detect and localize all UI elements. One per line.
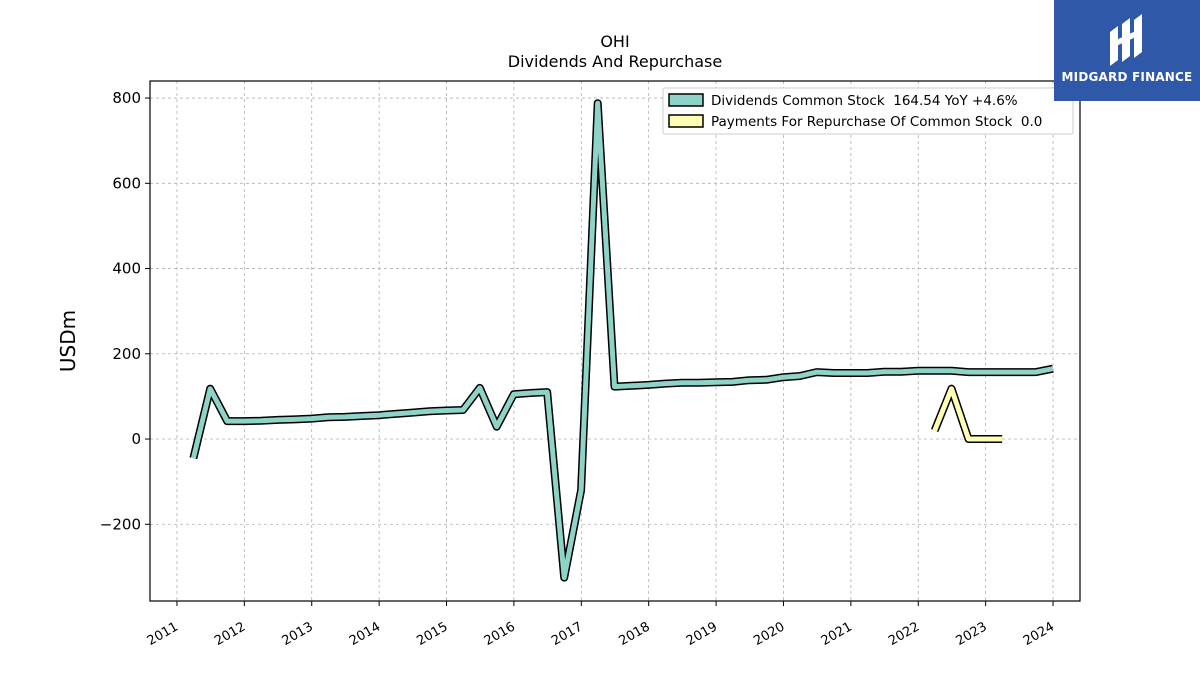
legend: Dividends Common Stock 164.54 YoY +4.6% …	[662, 87, 1074, 135]
x-tick-label: 2013	[280, 619, 316, 649]
legend-swatch-repurchase	[668, 114, 704, 128]
logo-text: MIDGARD FINANCE	[1061, 70, 1193, 84]
y-tick-label: 400	[112, 260, 141, 278]
series-layer	[189, 99, 1054, 582]
data-point	[395, 413, 397, 415]
data-point	[1018, 371, 1020, 373]
data-point	[546, 391, 548, 393]
x-tick-label: 2022	[886, 619, 922, 649]
data-point	[934, 430, 936, 431]
data-point	[209, 388, 211, 390]
data-point	[411, 412, 413, 414]
data-point	[344, 416, 346, 418]
data-point	[580, 489, 582, 491]
logo-mark-icon	[1110, 14, 1142, 66]
plot-frame	[149, 80, 1081, 602]
data-point	[765, 379, 767, 381]
x-tick-label: 2016	[482, 619, 518, 649]
x-tick-label: 2020	[751, 619, 787, 649]
data-point	[378, 414, 380, 416]
series-outline-0	[189, 99, 1054, 582]
y-tick-label: 0	[131, 430, 141, 448]
y-tick-label: 800	[112, 89, 141, 107]
y-tick-label: 200	[112, 345, 141, 363]
data-point	[799, 375, 801, 377]
data-point	[883, 371, 885, 373]
data-point	[917, 370, 919, 372]
data-point	[968, 371, 969, 373]
data-point	[530, 392, 531, 394]
data-point	[361, 415, 363, 417]
data-point	[513, 393, 515, 395]
y-axis-label: USDm	[56, 310, 80, 372]
data-point	[681, 382, 683, 384]
data-point	[648, 384, 649, 386]
data-point	[664, 383, 666, 385]
data-point	[748, 379, 750, 381]
data-point	[715, 381, 717, 383]
x-tick-label: 2012	[212, 619, 248, 649]
legend-swatch-dividends	[668, 93, 704, 107]
grid	[150, 81, 1080, 601]
x-tick-label: 2014	[347, 619, 383, 649]
data-point	[243, 420, 245, 422]
data-point	[985, 371, 986, 373]
x-tick-label: 2024	[1021, 619, 1057, 649]
data-point	[445, 410, 447, 411]
data-point	[462, 409, 464, 411]
data-point	[260, 420, 262, 422]
x-tick-label: 2011	[145, 619, 181, 649]
data-point	[294, 418, 296, 420]
chart-subtitle: Dividends And Repurchase	[508, 52, 722, 71]
data-point	[192, 457, 194, 459]
data-point	[1001, 438, 1003, 440]
x-tick-label: 2019	[684, 619, 720, 649]
data-point	[277, 419, 279, 421]
y-axis: −200 0 200 400 600 800	[100, 89, 150, 533]
data-point	[597, 102, 599, 104]
data-point	[732, 381, 733, 383]
x-tick-label: 2023	[953, 619, 989, 649]
data-point	[479, 387, 481, 389]
x-axis: 2011 2012 2013 2014 2015 2016 2017 2018 2019 2020…	[145, 601, 1057, 649]
data-point	[496, 426, 498, 428]
data-point	[816, 371, 818, 373]
data-point	[1001, 371, 1003, 373]
data-point	[226, 420, 228, 422]
data-point	[327, 416, 329, 418]
data-point	[850, 372, 852, 374]
x-tick-label: 2018	[617, 619, 653, 649]
y-tick-label: −200	[100, 515, 141, 533]
chart-title: OHI	[600, 32, 629, 51]
legend-label-repurchase: Payments For Repurchase Of Common Stock …	[711, 114, 1042, 130]
data-point	[934, 370, 936, 372]
x-tick-label: 2017	[549, 619, 585, 649]
data-point	[951, 370, 952, 372]
legend-box	[662, 87, 1074, 135]
midgard-finance-logo: MIDGARD FINANCE	[1054, 0, 1200, 101]
data-point	[968, 438, 969, 440]
data-point	[698, 382, 700, 384]
data-point	[951, 388, 952, 390]
data-point	[311, 418, 313, 420]
data-point	[1052, 368, 1054, 370]
data-point	[833, 372, 835, 374]
data-point	[985, 438, 986, 440]
legend-label-dividends: Dividends Common Stock 164.54 YoY +4.6%	[711, 93, 1018, 109]
data-point	[614, 386, 615, 388]
x-tick-label: 2015	[414, 619, 450, 649]
data-point	[900, 371, 902, 373]
data-point	[428, 410, 430, 412]
y-tick-label: 600	[112, 174, 141, 192]
x-tick-label: 2021	[819, 619, 855, 649]
data-point	[1035, 371, 1037, 373]
data-point	[866, 372, 868, 374]
series-line-0	[190, 100, 1054, 581]
data-point	[631, 385, 632, 387]
data-point	[563, 577, 565, 579]
data-point	[782, 376, 784, 378]
